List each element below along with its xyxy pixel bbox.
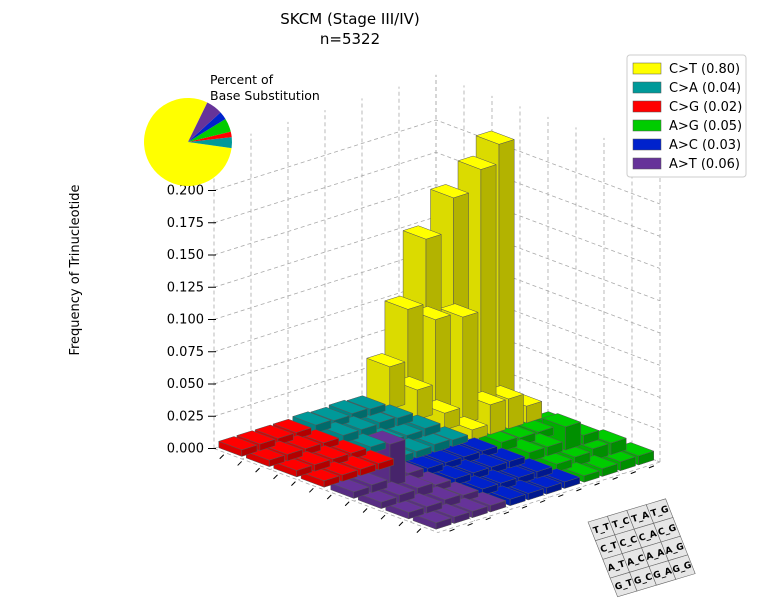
legend-label: C>T (0.80) [669,62,740,77]
floor-tick [326,494,332,500]
floor-tick [273,474,278,480]
chart-bars [218,130,655,530]
trinucleotide-context-key: T_T T_C T_A T_GC_T C_C C_AC_GA_T A_C A_AA_GG_T G… [587,498,696,598]
bar-top-face [366,353,406,368]
bar-side-face [480,164,497,419]
bar-side-face [389,361,406,410]
floor-tick [255,467,260,473]
bar-top-face [310,406,350,421]
bar-side-face [508,393,524,430]
context-key-cell [668,554,696,580]
legend-label: A>C (0.03) [669,138,741,153]
bar-C-to-G [218,436,258,457]
legend-label: C>A (0.04) [669,81,741,96]
legend-swatch [632,100,662,113]
context-key-label: T_T [592,522,612,537]
floor-tick [612,476,618,480]
legend-swatch [632,138,662,151]
bar-top-face [236,430,276,445]
context-key-label: T_C [611,516,631,531]
floor-tick [291,481,296,486]
grid-line [213,184,661,269]
bar-side-face [462,311,479,425]
bar-A-to-T [330,478,370,499]
grid-line [437,461,661,533]
z-axis-label: Frequency of Trinucleotide [68,184,83,355]
floor-tick [521,505,528,509]
legend-label: C>G (0.02) [669,100,742,115]
legend-swatch [632,81,662,94]
floor-tick [449,528,455,532]
bar-top-face [292,411,332,426]
z-axis: 0.000 0.025 0.050 0.075 0.100 0.125 0.150 0.175… [167,184,216,457]
chart-legend: C>T (0.80) C>A (0.04) C>G (0.02) A>G (0.05)… [626,54,747,178]
floor-tick [485,517,491,521]
bar-top-face [384,295,424,310]
pie-slice-A-to-T [188,102,221,142]
bar-top-face [272,418,313,433]
floor-tick [503,511,510,515]
bar-top-face [254,424,294,439]
bar-C-to-T [384,295,424,404]
bar-C-to-T [366,353,406,410]
bar-top-face [541,413,582,428]
z-tick-label: 0.100 [167,313,204,328]
pie-label-line2: Base Substitution [210,88,320,103]
pie-slice-A-to-C [188,112,226,142]
floor-tick [630,471,636,475]
floor-tick [416,528,422,533]
floor-tick [648,465,655,469]
bar-top-face [328,399,368,414]
grid-line [213,119,661,205]
pie-label-line1: Percent of [210,72,274,87]
bar-side-face [489,399,506,435]
chart-title: SKCM (Stage III/IV) [280,10,420,28]
bar-top-face [475,130,515,145]
floor-tick [362,508,368,513]
floor-tick [308,487,314,493]
bar-top-face [402,225,442,240]
floor-tick [398,521,404,527]
floor-tick [558,494,564,498]
bar-top-face [346,395,387,410]
bar-side-face [435,314,451,415]
z-tick-label: 0.200 [167,184,204,199]
floor-tick [539,499,546,503]
pie-slice-C-to-G [188,131,232,142]
floor-tick [576,488,582,492]
chart-subtitle: n=5322 [320,30,380,48]
z-tick-label: 0.125 [167,280,204,295]
legend-swatch [632,119,662,132]
legend-label: A>G (0.05) [669,119,742,134]
context-key-label: T_A [631,510,651,525]
floor-tick [219,454,225,460]
pie-slice-C-to-A [188,137,233,149]
legend-swatch [632,62,662,75]
legend-swatch [632,157,662,170]
z-tick-label: 0.150 [167,248,204,263]
pie-slice-C-to-T [143,97,232,186]
bar-side-face [498,139,515,414]
bar-side-face [416,384,433,420]
bar-top-face [429,184,470,199]
floor-tick-marks [219,454,655,533]
base-substitution-pie [143,97,233,186]
bar-top-face [439,303,479,318]
bar-top-face [457,155,497,170]
z-tick-label: 0.000 [167,442,204,457]
z-tick-label: 0.075 [167,345,204,360]
z-tick-label: 0.050 [167,377,204,392]
legend-label: A>T (0.06) [669,157,740,172]
z-tick-label: 0.025 [167,409,204,424]
floor-tick [594,482,600,486]
floor-tick [344,501,350,507]
floor-tick [380,514,386,520]
floor-tick [467,522,473,526]
grid-line [213,151,661,237]
z-tick-label: 0.175 [167,216,204,231]
pie-slice-A-to-G [188,118,231,142]
floor-tick [237,461,243,466]
bar-top-face [218,436,258,451]
